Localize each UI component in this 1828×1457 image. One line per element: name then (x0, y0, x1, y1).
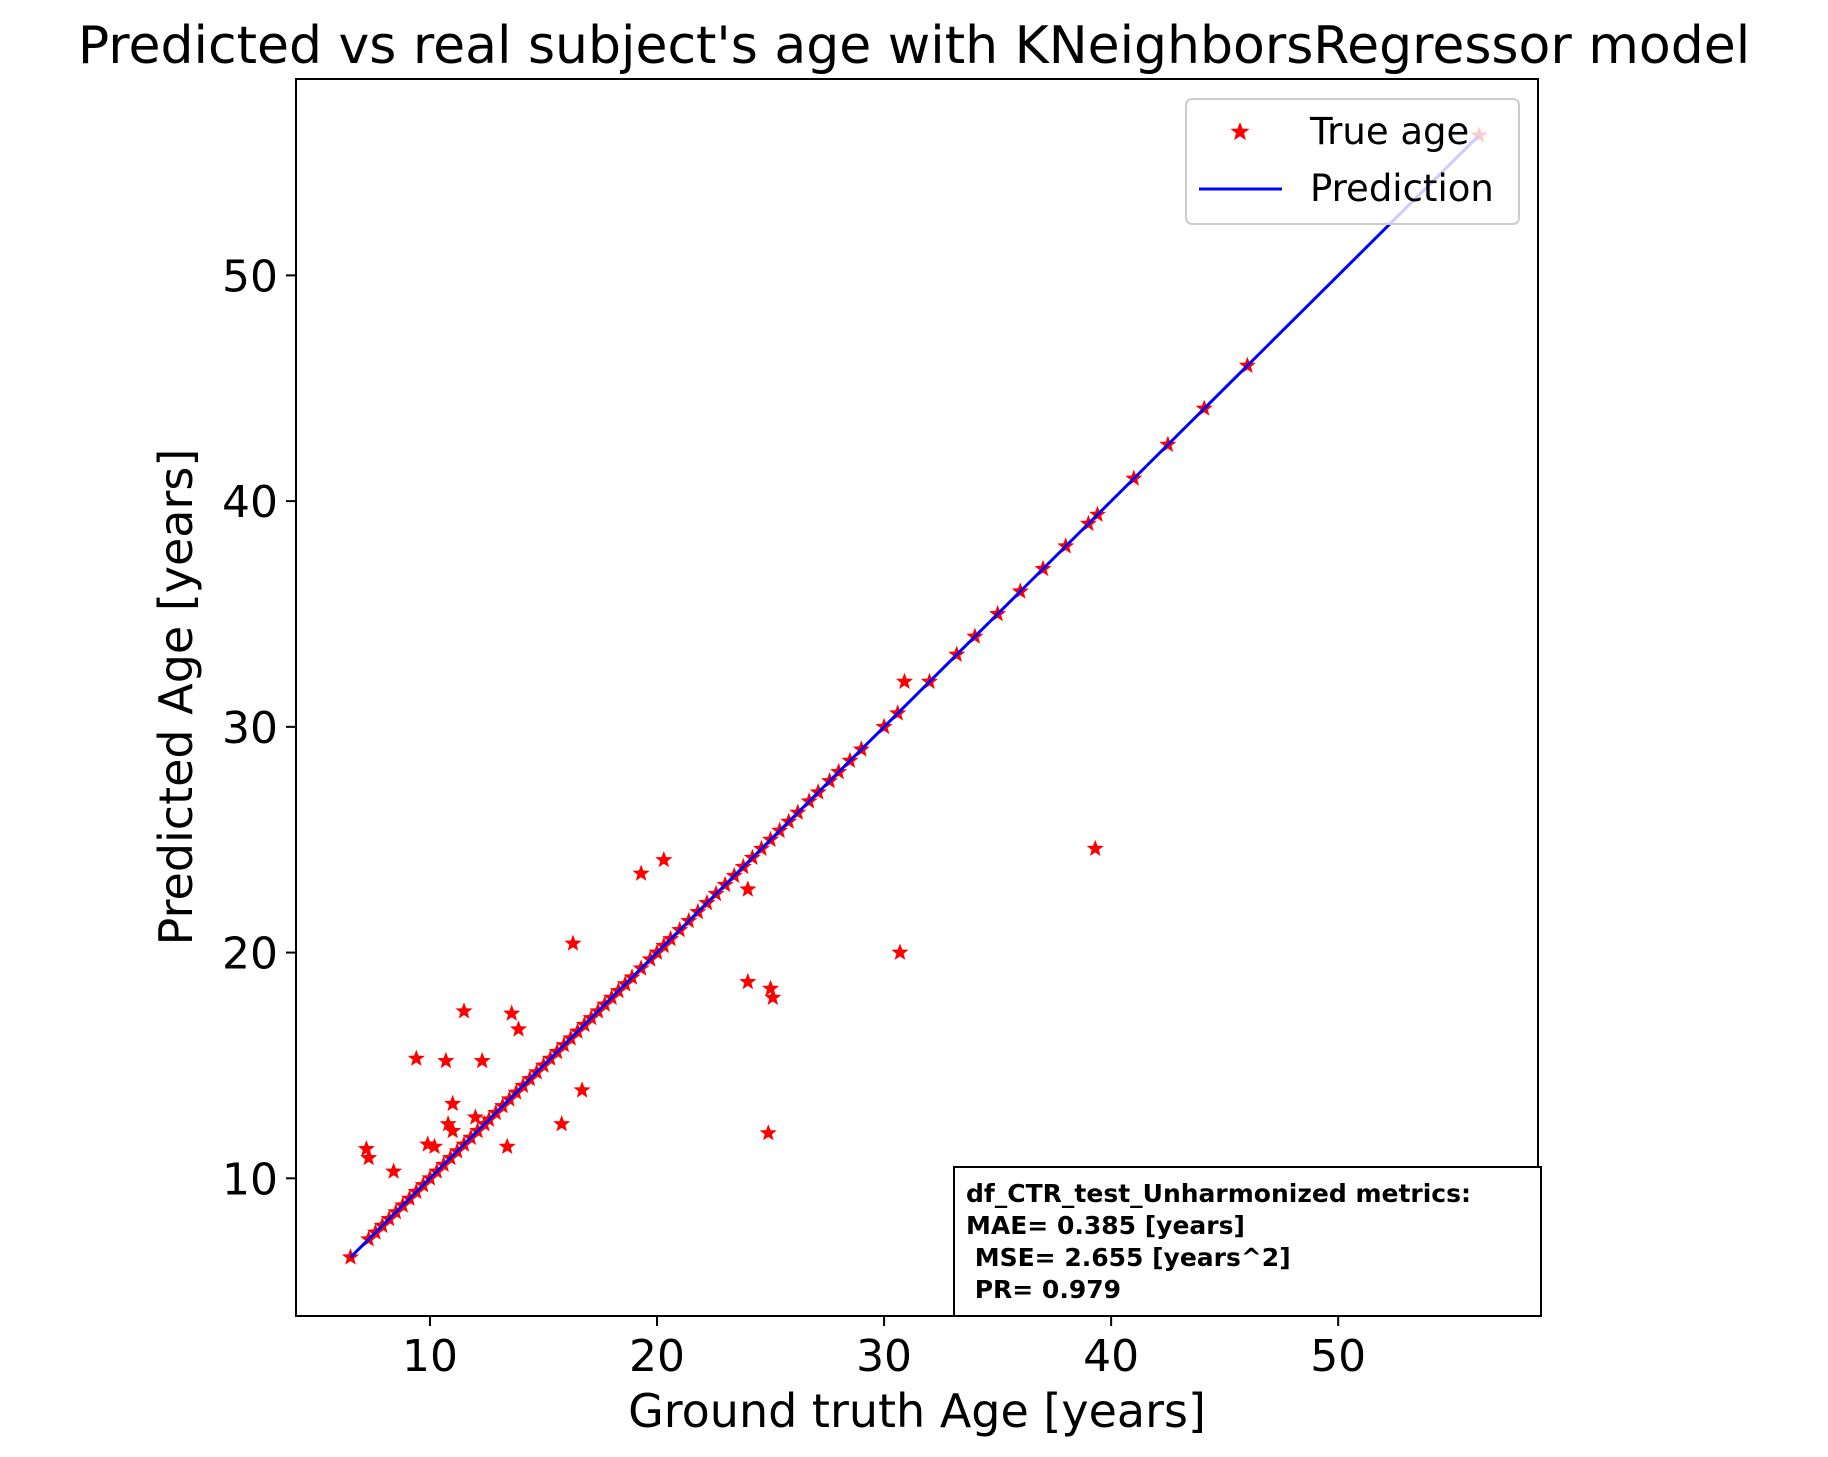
chart-legend: True age Prediction (1185, 98, 1520, 225)
metrics-box (953, 1166, 1542, 1317)
scatter-point-11 (407, 1049, 425, 1066)
plot-area (295, 78, 1539, 1317)
x-axis-ticks: 10 20 30 40 50 (402, 1316, 1366, 1382)
scatter-point-16 (425, 1137, 444, 1154)
scatter-point-75 (739, 880, 757, 897)
scatter-point-49 (564, 934, 582, 951)
legend-frame (1185, 98, 1520, 225)
scatter-point-60 (632, 864, 650, 881)
y-tick-label-40: 40 (222, 477, 278, 528)
scatter-point-7 (385, 1162, 403, 1179)
scatter-point-1 (357, 1140, 375, 1157)
scatter-point-28 (466, 1108, 484, 1125)
y-axis-ticks: 10 20 30 40 50 (222, 251, 296, 1205)
scatter-point-104 (1086, 839, 1104, 856)
scatter-point-20 (439, 1115, 457, 1132)
y-tick-label-30: 30 (222, 703, 278, 754)
legend-star-marker (1230, 122, 1250, 141)
scatter-point-14 (419, 1135, 437, 1152)
scatter-point-22 (444, 1094, 462, 1112)
y-tick-label-10: 10 (222, 1154, 278, 1205)
scatter-point-81 (762, 979, 780, 996)
x-tick-label-30: 30 (856, 1331, 912, 1382)
x-tick-label-40: 40 (1083, 1331, 1139, 1382)
x-tick-label-50: 50 (1310, 1331, 1366, 1382)
scatter-point-64 (655, 851, 673, 868)
y-tick-label-20: 20 (222, 929, 278, 980)
scatter-point-94 (891, 943, 909, 960)
scatter-point-35 (498, 1137, 516, 1154)
chart-title: Predicted vs real subject's age with KNe… (78, 16, 1750, 76)
scatter-point-2 (360, 1149, 378, 1166)
scatter-point-19 (437, 1051, 455, 1069)
scatter-point-30 (473, 1051, 491, 1069)
metrics-line-1: df_CTR_test_Unharmonized metrics: (966, 1179, 1471, 1208)
prediction-line (349, 134, 1481, 1259)
y-axis-label: Predicted Age [years] (149, 449, 203, 946)
scatter-point-76 (739, 972, 757, 990)
scatter-point-23 (444, 1121, 462, 1139)
y-tick-label-50: 50 (222, 251, 278, 302)
metrics-line-4: PR= 0.979 (966, 1275, 1121, 1304)
x-axis-label: Ground truth Age [years] (628, 1384, 1206, 1438)
scatter-point-79 (759, 1124, 777, 1141)
scatter-point-39 (510, 1020, 528, 1037)
metrics-line-3: MSE= 2.655 [years^2] (966, 1243, 1291, 1272)
scatter-point-95 (896, 672, 914, 689)
scatter-point-37 (503, 1004, 521, 1021)
scatter-point-82 (764, 988, 782, 1005)
scatter-point-46 (553, 1115, 571, 1132)
metrics-line-2: MAE= 0.385 [years] (966, 1211, 1245, 1240)
scatter-point-51 (573, 1081, 591, 1098)
metrics-annotation: df_CTR_test_Unharmonized metrics: MAE= 0… (953, 1166, 1542, 1317)
scatter-point-25 (455, 1002, 473, 1019)
legend-label-prediction: Prediction (1310, 167, 1494, 210)
chart-marks (341, 126, 1488, 1265)
x-tick-label-20: 20 (629, 1331, 685, 1382)
legend-label-true-age: True age (1309, 110, 1469, 153)
x-tick-label-10: 10 (402, 1331, 458, 1382)
